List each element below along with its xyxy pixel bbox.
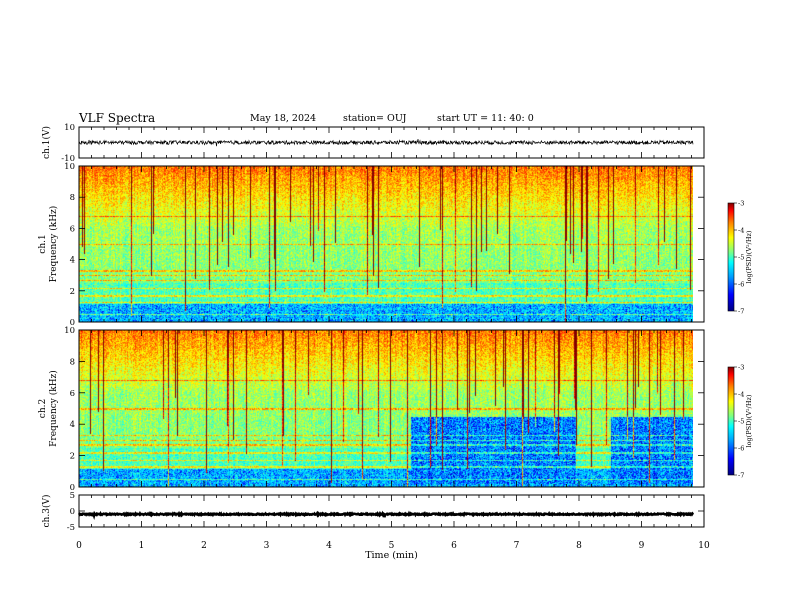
ch3-waveform-ytick-label: 0 <box>70 507 75 517</box>
xtick-label: 8 <box>576 541 582 551</box>
ch1-spectrogram-colorbar-label: log(PSD)(V²/Hz) <box>745 230 753 283</box>
ch3-waveform-ytick-label: -5 <box>67 523 75 533</box>
xtick-label: 9 <box>639 541 645 551</box>
ch3-waveform-trace <box>77 510 695 521</box>
ch1-spectrogram-colorbar <box>727 202 735 312</box>
ch2-spectrogram-colorbar-tick-label: -7 <box>738 472 744 480</box>
xtick-label: 5 <box>389 541 395 551</box>
ch1-spectrogram-ytick-label: 8 <box>70 193 75 203</box>
ch1-waveform-trace <box>78 139 694 147</box>
xtick-label: 10 <box>698 541 710 551</box>
ch2-spectrogram-colorbar-tick-label: -6 <box>738 445 744 453</box>
ch2-spectrogram-ytick-label: 10 <box>64 326 75 336</box>
xtick-label: 7 <box>514 541 520 551</box>
ch2-spectrogram-colorbar <box>727 366 735 476</box>
ch1-spectrogram-ytick-label: 10 <box>64 162 75 172</box>
ch2-spectrogram-ytick-label: 4 <box>70 420 75 430</box>
ch1-spectrogram-ytick-label: 2 <box>70 287 75 297</box>
ch1-spectrogram-ytick-label: 4 <box>70 256 75 266</box>
ch1-spectrogram-ylabel: Frequency (kHz) <box>48 206 59 283</box>
ch2-spectrogram-colorbar-tick-label: -3 <box>738 364 744 372</box>
xtick-label: 1 <box>139 541 145 551</box>
ch3-waveform-ytick-label: 5 <box>70 491 75 501</box>
ch2-spectrogram-colorbar-tick-label: -5 <box>738 418 744 426</box>
ch1-spectrogram-colorbar-tick-label: -7 <box>738 308 744 316</box>
xtick-label: 6 <box>451 541 457 551</box>
xtick-label: 4 <box>326 541 332 551</box>
ch1-waveform-ytick-label: -10 <box>61 154 75 164</box>
ch2-spectrogram-ytick-label: 2 <box>70 452 75 462</box>
xaxis-label: Time (min) <box>365 550 418 561</box>
ch2-spectrogram-ytick-label: 6 <box>70 389 75 399</box>
ch2-spectrogram-ytick-label: 8 <box>70 357 75 367</box>
ch1-waveform-ylabel: ch.1(V) <box>41 126 52 159</box>
xtick-label: 2 <box>201 541 207 551</box>
ch1-spectrogram-ytick-label: 6 <box>70 224 75 234</box>
ch1-spectrogram-ylabel-channel: ch.1 <box>38 234 48 253</box>
date-label: May 18, 2024 <box>250 113 317 124</box>
ch2-spectrogram-image <box>79 330 693 487</box>
ch1-spectrogram-image <box>79 166 693 322</box>
plot-title: VLF Spectra <box>79 111 156 125</box>
ch1-spectrogram-colorbar-tick-label: -4 <box>738 227 744 235</box>
start-time-label: start UT = 11: 40: 0 <box>437 113 534 124</box>
ch2-spectrogram-colorbar-label: log(PSD)(V²/Hz) <box>745 394 753 447</box>
ch1-spectrogram-colorbar-tick-label: -5 <box>738 254 744 262</box>
ch2-spectrogram-colorbar-tick-label: -4 <box>738 391 744 399</box>
ch1-spectrogram-ytick-label: 0 <box>70 318 75 328</box>
ch1-waveform-ytick-label: 10 <box>64 123 75 133</box>
xtick-label: 0 <box>76 541 82 551</box>
ch2-spectrogram-ytick-label: 0 <box>70 483 75 493</box>
ch1-spectrogram-colorbar-tick-label: -6 <box>738 281 744 289</box>
ch2-spectrogram-ylabel-channel: ch.2 <box>38 399 48 418</box>
station-label: station= OUJ <box>343 113 407 124</box>
ch2-spectrogram-ylabel: Frequency (kHz) <box>48 370 59 447</box>
xtick-label: 3 <box>264 541 270 551</box>
ch3-waveform-ylabel: ch.3(V) <box>41 495 52 528</box>
ch1-spectrogram-colorbar-tick-label: -3 <box>738 200 744 208</box>
